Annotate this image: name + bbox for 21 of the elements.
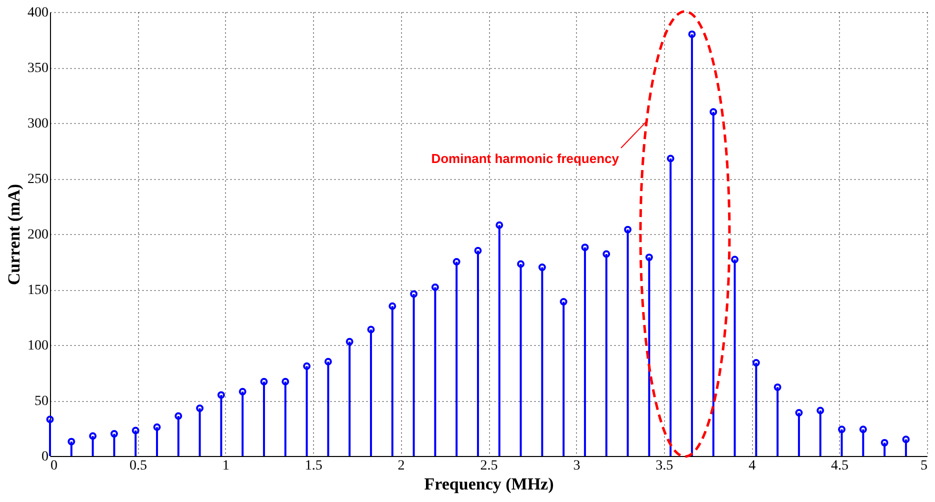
x-tick-label: 3.5 <box>656 458 674 474</box>
x-tick-label: 0.5 <box>129 458 147 474</box>
x-tick-label: 1.5 <box>304 458 322 474</box>
y-tick-label: 200 <box>28 228 48 242</box>
y-tick-label: 350 <box>28 61 48 76</box>
x-axis-title: Frequency (MHz) <box>424 474 554 494</box>
x-tick-label: 2 <box>398 458 405 474</box>
y-tick-label: 100 <box>28 338 48 354</box>
x-tick-label: 2.5 <box>480 458 498 474</box>
y-tick-label: 150 <box>28 283 48 298</box>
y-tick-label: 250 <box>28 172 48 187</box>
x-tick-label: 3 <box>573 458 580 474</box>
x-tick-label: 4.5 <box>831 458 849 474</box>
y-tick-label: 300 <box>28 116 48 132</box>
y-tick-label: 50 <box>34 394 48 409</box>
annotation: Dominant harmonic frequency <box>431 151 620 166</box>
x-tick-label: 5 <box>920 458 928 474</box>
x-tick-label: 4 <box>748 458 756 474</box>
y-axis-title: Current (mA) <box>4 184 24 286</box>
x-tick-label: 1 <box>222 458 230 474</box>
y-tick-label: 400 <box>28 6 48 20</box>
